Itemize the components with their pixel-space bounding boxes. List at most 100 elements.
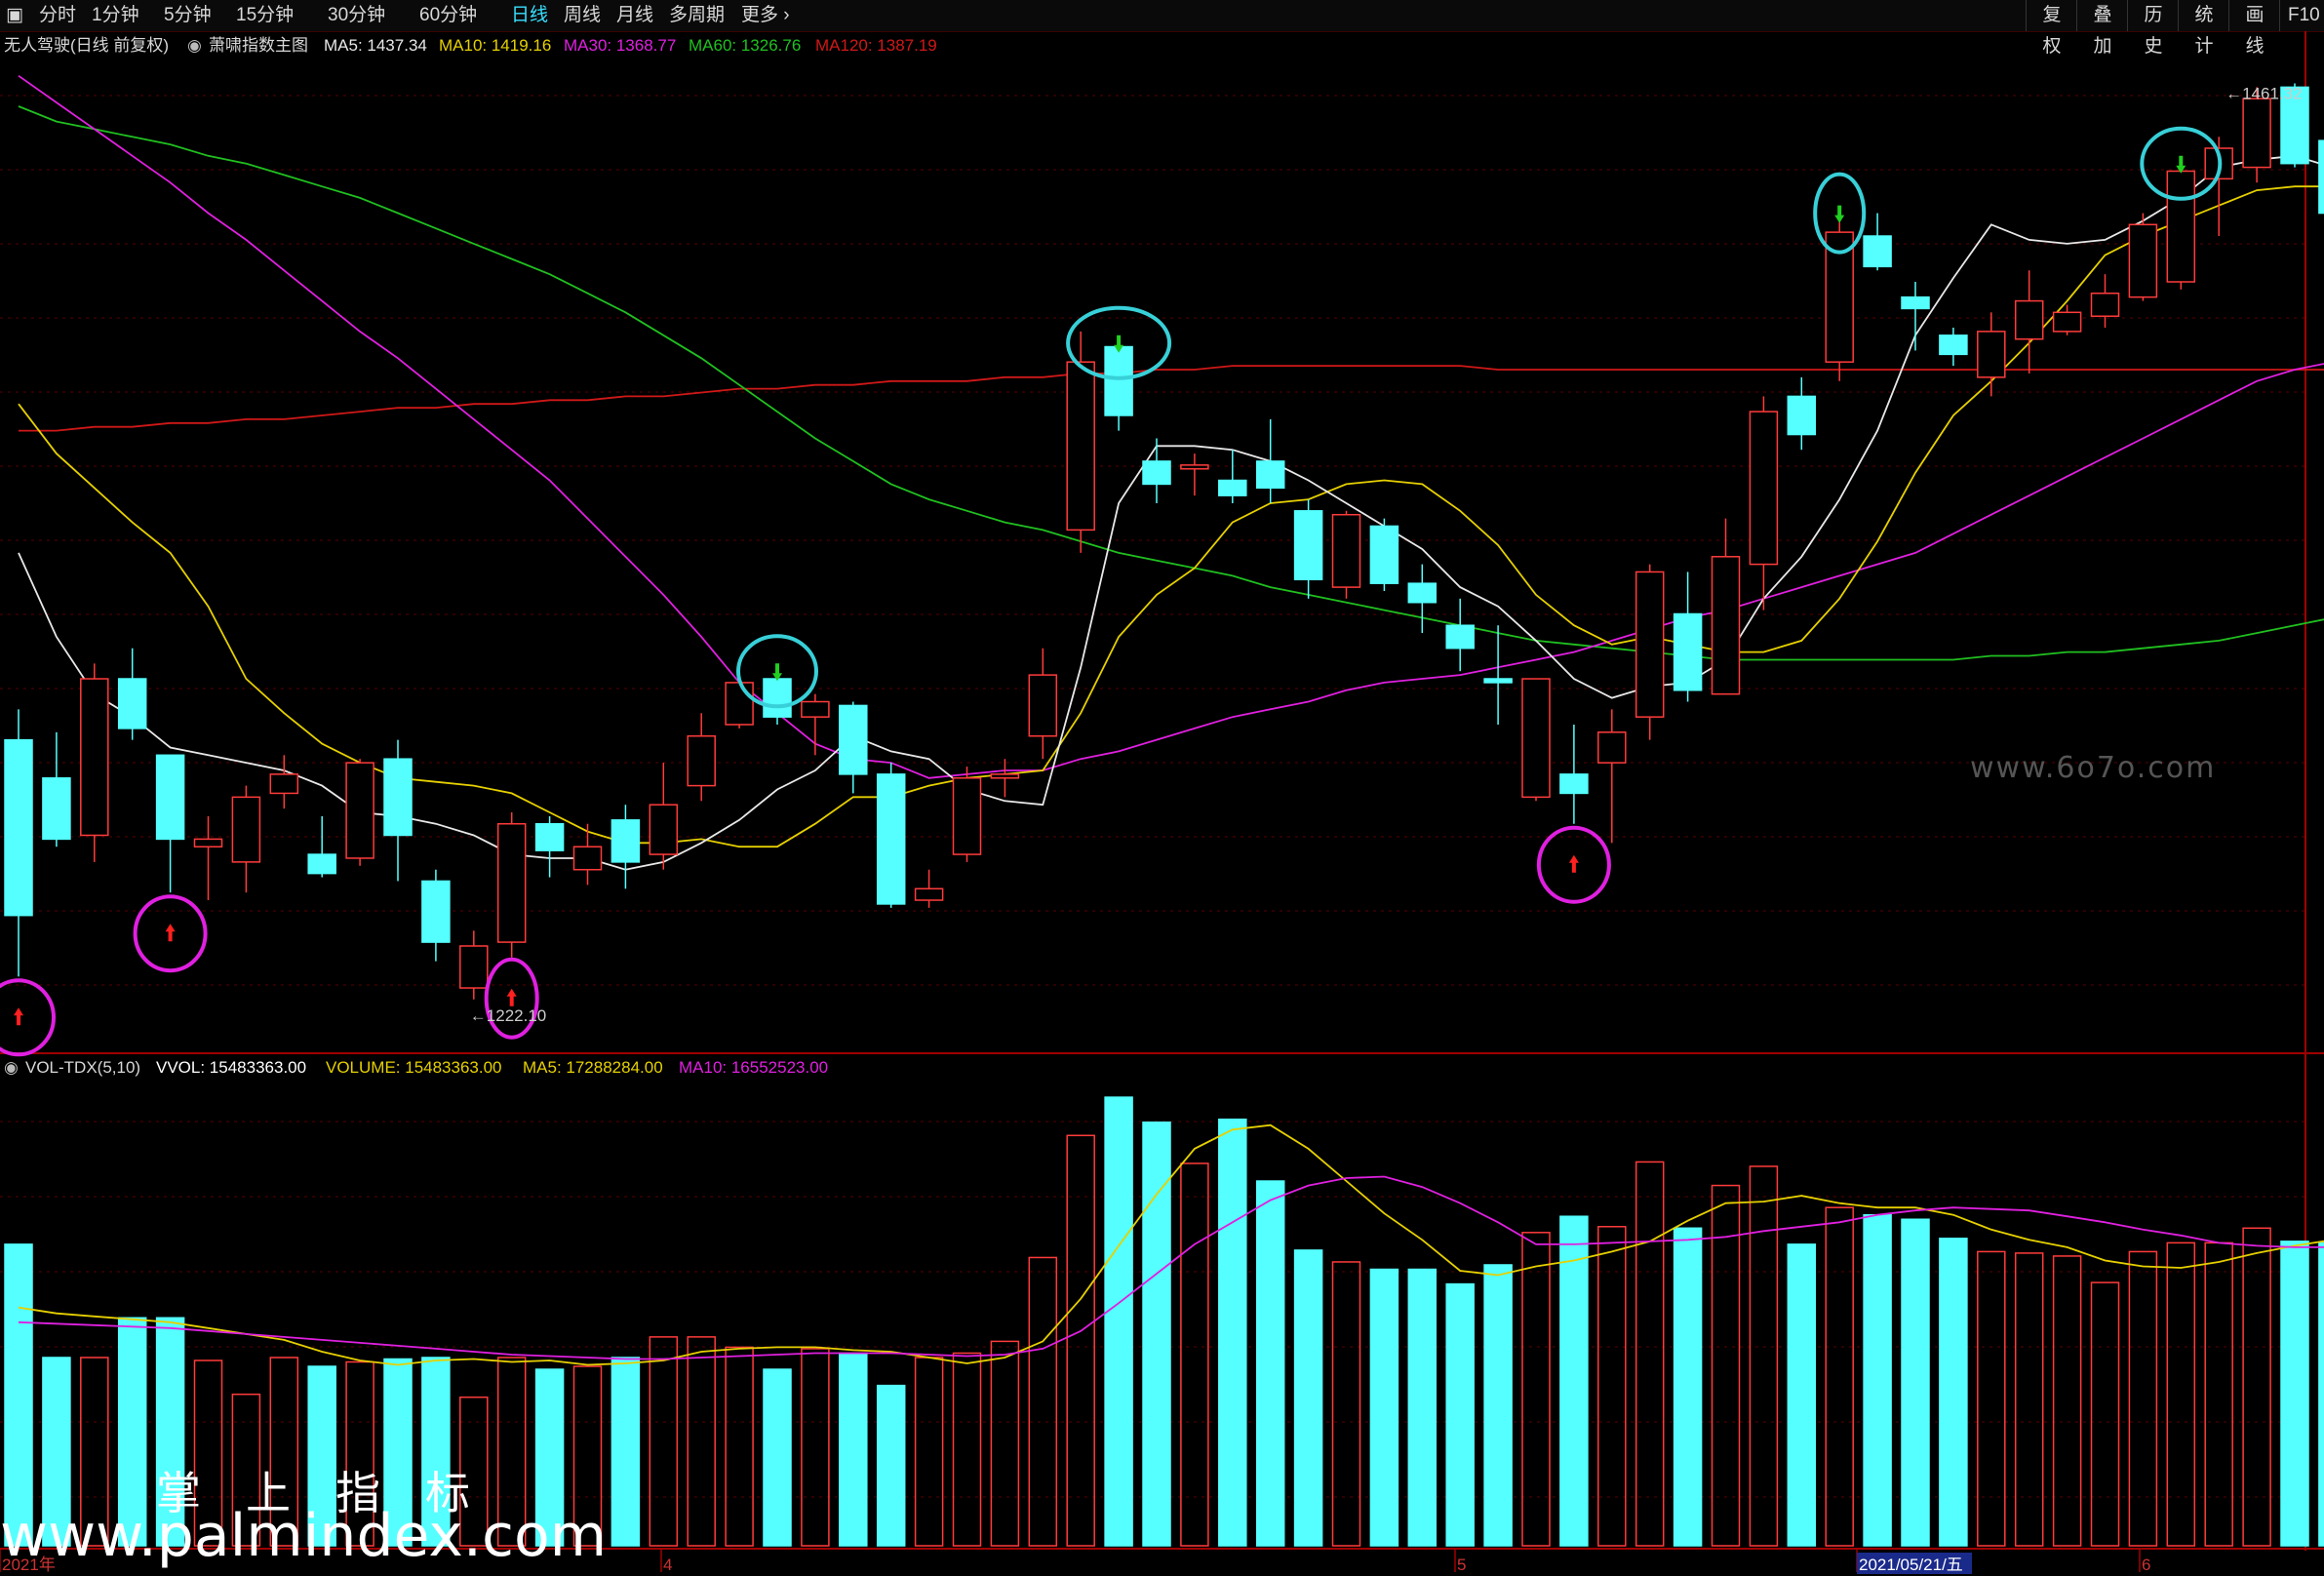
- volume-bar: [1939, 1238, 1968, 1547]
- settings-icon[interactable]: ◉: [187, 36, 202, 55]
- volume-bar: [1749, 1165, 1779, 1547]
- x-axis-label: 5: [1457, 1556, 1466, 1574]
- volume-bar: [914, 1357, 944, 1547]
- toolbar-button-1[interactable]: 叠加: [2076, 0, 2128, 57]
- period-tab-2[interactable]: 5分钟: [164, 5, 212, 25]
- volume-bar: [1559, 1215, 1589, 1547]
- candle: [1218, 479, 1247, 496]
- buy-signal-circle: [0, 978, 56, 1057]
- period-tab-1[interactable]: 1分钟: [92, 5, 139, 25]
- settings-icon[interactable]: ◉: [4, 1058, 19, 1077]
- legend-vol-ma10: MA10: 16552523.00: [679, 1058, 829, 1077]
- candle: [269, 773, 299, 795]
- candle: [383, 758, 413, 837]
- buy-signal-circle: [1536, 825, 1611, 904]
- volume-bar: [345, 1360, 374, 1547]
- indicator-name[interactable]: 萧啸指数主图: [209, 36, 308, 55]
- volume-bar: [1407, 1268, 1438, 1547]
- period-tab-5[interactable]: 60分钟: [419, 5, 478, 25]
- candle: [2090, 292, 2120, 317]
- candle: [193, 838, 223, 847]
- toolbar-button-3[interactable]: 统计: [2178, 0, 2229, 57]
- x-axis-label: 2021年: [2, 1556, 56, 1574]
- candle: [1180, 464, 1209, 470]
- candle: [1711, 556, 1741, 695]
- volume-bar: [1673, 1227, 1703, 1547]
- candle: [1445, 624, 1475, 650]
- candle: [1255, 460, 1285, 490]
- candle: [2052, 311, 2082, 333]
- candle: [80, 678, 109, 837]
- toolbar-button-2[interactable]: 历史: [2127, 0, 2179, 57]
- volume-bar: [231, 1393, 261, 1547]
- candle: [725, 682, 754, 726]
- volume-bar: [2090, 1281, 2120, 1547]
- low-price-label: ←1222.10: [470, 1006, 546, 1025]
- volume-indicator-name[interactable]: VOL-TDX(5,10): [25, 1058, 141, 1077]
- volume-bar: [117, 1317, 147, 1547]
- period-tab-10[interactable]: 更多 ›: [741, 5, 790, 25]
- volume-ma5-line: [18, 1123, 2324, 1366]
- candle: [307, 853, 336, 875]
- period-tab-9[interactable]: 多周期: [669, 5, 726, 25]
- period-tab-0[interactable]: 分时: [39, 5, 77, 25]
- candle: [763, 678, 792, 718]
- volume-bar: [801, 1348, 830, 1547]
- candle: [952, 777, 982, 855]
- volume-bar: [1825, 1206, 1854, 1547]
- volume-bar: [1180, 1162, 1209, 1547]
- volume-bar: [2280, 1241, 2309, 1547]
- buy-signal-circle: [133, 894, 208, 973]
- volume-bar: [1787, 1243, 1817, 1547]
- volume-bar: [1977, 1250, 2006, 1547]
- candle: [1863, 235, 1892, 268]
- period-tab-8[interactable]: 月线: [616, 5, 654, 25]
- candle: [1787, 395, 1817, 436]
- legend-ma120: MA120: 1387.19: [815, 36, 937, 55]
- period-tab-6[interactable]: 日线: [511, 5, 549, 25]
- volume-bar: [80, 1357, 109, 1547]
- ma10-line: [18, 185, 2324, 848]
- period-tab-7[interactable]: 周线: [564, 5, 602, 25]
- volume-bar: [1369, 1268, 1399, 1547]
- candle: [1977, 331, 2006, 378]
- volume-bar: [421, 1357, 451, 1547]
- toolbar-button-0[interactable]: 复权: [2026, 0, 2077, 57]
- volume-bar: [307, 1365, 336, 1547]
- candle: [2318, 139, 2324, 215]
- candle: [459, 945, 489, 989]
- candle: [496, 822, 527, 943]
- volume-bar: [42, 1357, 71, 1547]
- volume-bar: [4, 1243, 33, 1547]
- volume-bar: [193, 1359, 223, 1547]
- toolbar-button-4[interactable]: 画线: [2228, 0, 2280, 57]
- volume-bar: [2166, 1241, 2196, 1547]
- candle: [1028, 674, 1058, 737]
- candle: [2128, 223, 2158, 298]
- candle: [2166, 170, 2196, 283]
- candle: [1369, 525, 1399, 584]
- cn-watermark: 掌上指标: [156, 1467, 515, 1519]
- candle: [1939, 335, 1968, 356]
- sell-signal-circle: [736, 634, 818, 709]
- volume-bar: [725, 1346, 754, 1547]
- period-tab-3[interactable]: 15分钟: [236, 5, 295, 25]
- volume-bar: [269, 1357, 299, 1547]
- candle: [1559, 773, 1589, 795]
- volume-bar: [1635, 1161, 1665, 1547]
- volume-bar: [1028, 1256, 1058, 1547]
- candle: [42, 777, 71, 841]
- ma60-line: [18, 105, 2324, 661]
- candle: [1104, 345, 1133, 416]
- menu-icon[interactable]: ▣: [6, 5, 23, 25]
- period-tab-4[interactable]: 30分钟: [328, 5, 386, 25]
- candle: [1635, 571, 1665, 718]
- legend-ma5: MA5: 1437.34: [324, 36, 427, 55]
- candle: [1293, 510, 1323, 581]
- toolbar-button-5[interactable]: F10: [2279, 0, 2324, 31]
- volume-bar: [763, 1368, 792, 1547]
- date-highlight: [1857, 1553, 1972, 1574]
- volume-bar: [1711, 1184, 1741, 1547]
- candle: [876, 773, 906, 905]
